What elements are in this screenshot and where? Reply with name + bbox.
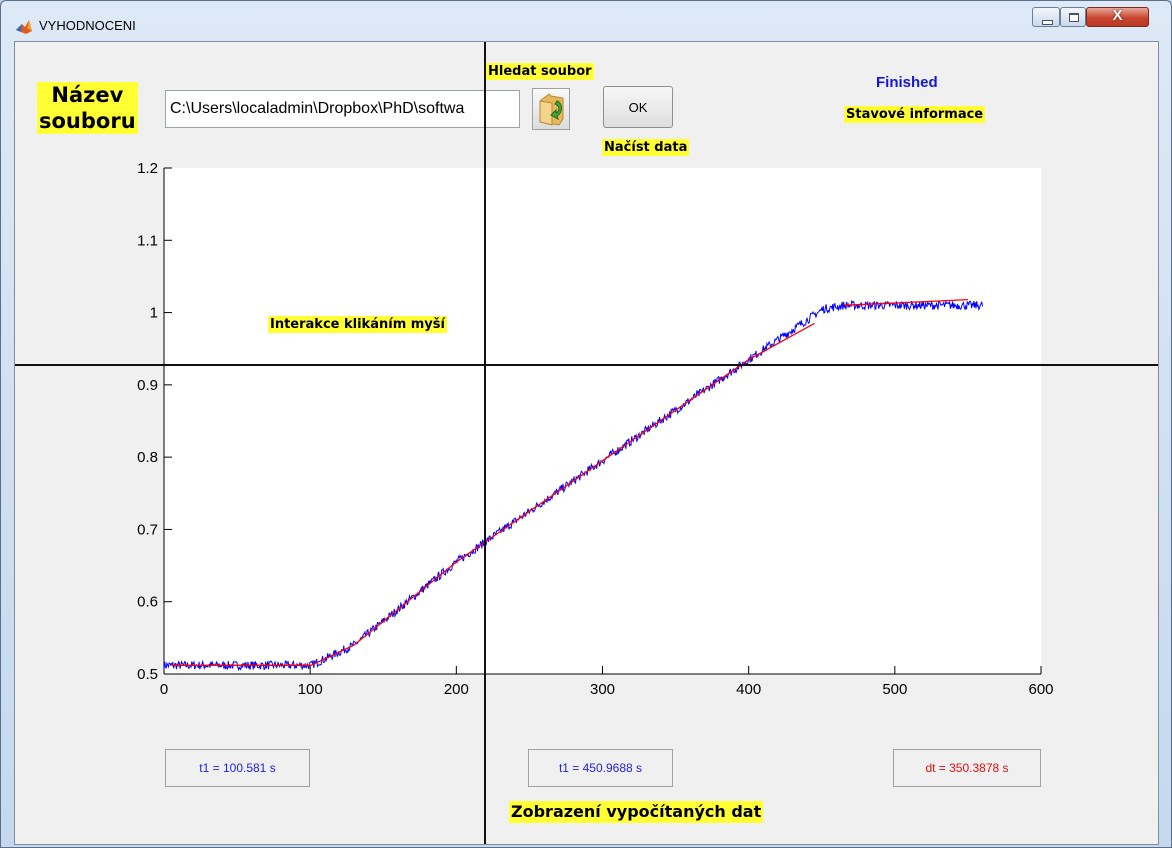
figure-client-area: 0 100 200 300 400 500 600 0.5 0.6 0.7 0.8 0.9 1 1.1 1.…: [14, 41, 1159, 845]
status-info-label: Stavové informace: [844, 106, 986, 123]
mouse-click-interaction-label: Interakce klikáním myší: [268, 316, 447, 333]
filename-label: Název souboru: [37, 82, 138, 134]
y-tick-label: 0.6: [137, 594, 158, 611]
y-tick-label: 1: [150, 305, 158, 322]
title-bar[interactable]: VYHODNOCENI X: [1, 1, 1171, 41]
load-data-label: Načíst data: [602, 139, 690, 156]
crosshair-vertical-line: [484, 42, 486, 844]
x-tick-label: 400: [736, 681, 761, 698]
result-t2-box: t1 = 450.9688 s: [528, 749, 673, 787]
x-tick-label: 500: [882, 681, 907, 698]
fit-series-line-2: [843, 298, 968, 306]
result-dt-box: dt = 350.3878 s: [893, 749, 1041, 787]
browse-file-label: Hledat soubor: [486, 63, 594, 80]
result-t1-box: t1 = 100.581 s: [165, 749, 310, 787]
close-icon: X: [1112, 7, 1123, 24]
crosshair-horizontal-line: [15, 364, 1158, 366]
y-tick-label: 1.2: [137, 160, 158, 177]
ok-load-button[interactable]: OK: [603, 86, 673, 128]
minimize-button[interactable]: [1032, 7, 1060, 27]
plot-axes[interactable]: 0 100 200 300 400 500 600 0.5 0.6 0.7 0.8 0.9 1 1.1 1.…: [15, 42, 1159, 845]
x-tick-label: 300: [590, 681, 615, 698]
folder-open-icon: [539, 93, 564, 126]
status-text: Finished: [876, 74, 938, 91]
fit-series-line-1: [171, 322, 815, 666]
maximize-button[interactable]: [1060, 7, 1086, 27]
close-button[interactable]: X: [1086, 7, 1149, 27]
y-tick-label: 1.1: [137, 232, 158, 249]
browse-file-button[interactable]: [532, 88, 570, 130]
window-title: VYHODNOCENI: [39, 18, 136, 33]
plot-area[interactable]: [164, 168, 1041, 674]
x-tick-label: 0: [160, 681, 168, 698]
y-tick-label: 0.5: [137, 666, 158, 683]
y-tick-label: 0.7: [137, 521, 158, 538]
x-tick-label: 600: [1028, 681, 1053, 698]
y-tick-label: 0.8: [137, 449, 158, 466]
computed-data-label: Zobrazení vypočítaných dat: [509, 801, 764, 823]
x-tick-label: 200: [444, 681, 469, 698]
matlab-icon: [16, 20, 32, 34]
file-path-input[interactable]: [165, 90, 520, 128]
y-tick-label: 0.9: [137, 377, 158, 394]
x-tick-label: 100: [298, 681, 323, 698]
